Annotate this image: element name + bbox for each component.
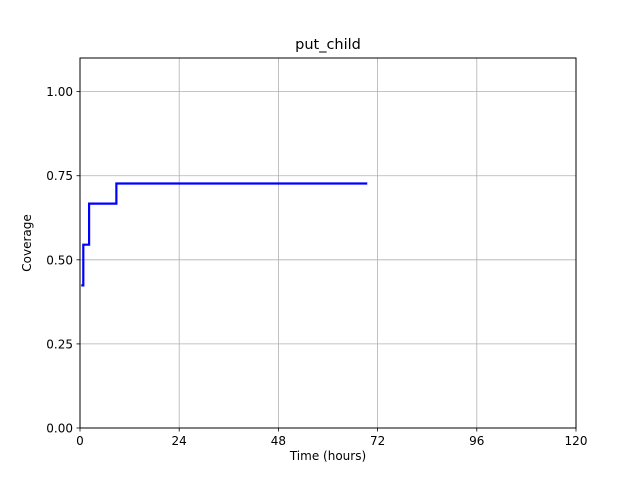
y-axis-label: Coverage: [20, 214, 34, 272]
y-tick-label: 0.00: [46, 422, 73, 436]
x-axis-label: Time (hours): [289, 449, 366, 463]
plot-frame: [79, 57, 577, 429]
x-tick-label: 24: [172, 434, 187, 448]
x-tick-label: 72: [370, 434, 385, 448]
x-tick-label: 120: [565, 434, 588, 448]
x-tick-label: 48: [271, 434, 286, 448]
y-tick-label: 0.25: [46, 337, 73, 351]
x-tick-label: 0: [76, 434, 84, 448]
series-layer: [81, 182, 368, 287]
x-tick-label: 96: [469, 434, 484, 448]
y-tick-label: 0.75: [46, 169, 73, 183]
y-tick-label: 0.50: [46, 253, 73, 267]
coverage-series-line: [81, 182, 368, 287]
y-tick-label: 1.00: [46, 85, 73, 99]
axis-ticks: 0 24 48 72 96 120 0.00 0.25 0.50 0.75 1.00: [46, 85, 587, 448]
chart-title: put_child: [295, 37, 361, 53]
